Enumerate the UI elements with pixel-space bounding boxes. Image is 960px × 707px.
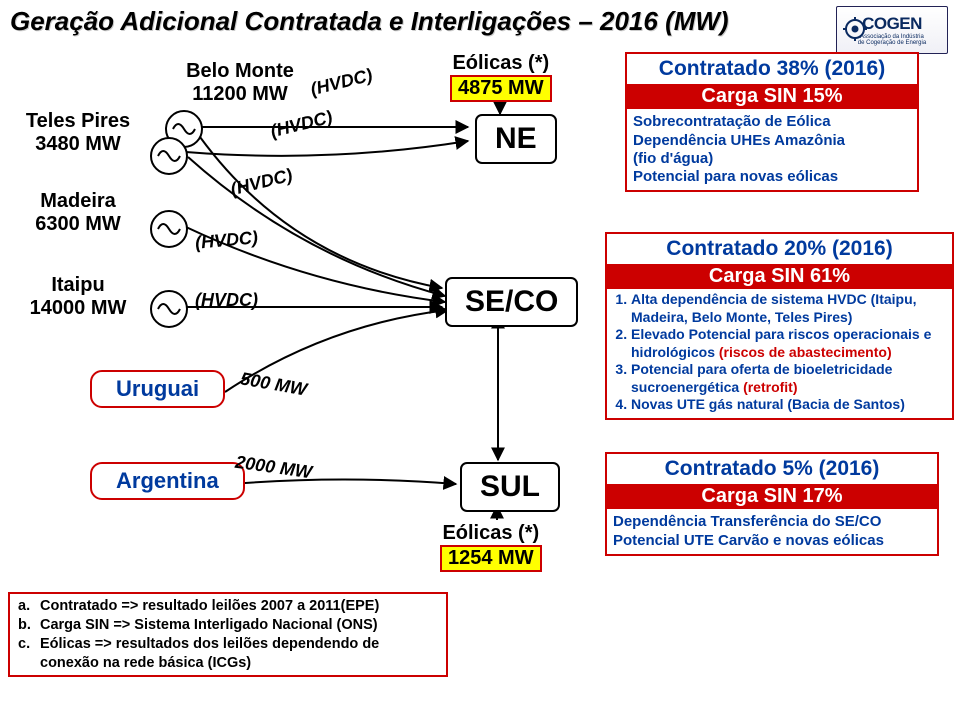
legend-box: a. Contratado => resultado leilões 2007 a…: [8, 592, 448, 677]
legend-row: c. Eólicas => resultados dos leilões depe…: [18, 635, 438, 654]
info-text: Novas UTE gás natural (Bacia de Santos): [631, 396, 905, 412]
legend-key: b.: [18, 616, 32, 635]
info-bar: Carga SIN 15%: [627, 84, 917, 109]
info-line: (fio d'água): [633, 150, 911, 168]
title-band: Geração Adicional Contratada e Interliga…: [10, 6, 950, 46]
legend-text: Carga SIN => Sistema Interligado Naciona…: [40, 616, 378, 635]
legend-row: a. Contratado => resultado leilões 2007 a…: [18, 597, 438, 616]
source-mw: 11200 MW: [180, 83, 300, 106]
generator-icon: [150, 290, 188, 328]
info-item: Potencial para oferta de bioeletricidade…: [631, 361, 948, 396]
info-line: Sobrecontratação de Eólica: [633, 113, 911, 131]
info-box-seco: Contratado 20% (2016) Carga SIN 61% Alta…: [605, 232, 954, 420]
info-header: Contratado 38% (2016): [627, 54, 917, 82]
source-label: Belo Monte: [180, 60, 300, 83]
legend-text: conexão na rede básica (ICGs): [40, 654, 251, 673]
info-body: Dependência Transferência do SE/CO Poten…: [607, 511, 937, 554]
info-item: Alta dependência de sistema HVDC (Itaipu…: [631, 291, 948, 326]
info-text: Alta dependência de sistema HVDC: [631, 291, 871, 307]
source-itaipu: Itaipu14000 MW: [18, 274, 138, 320]
gear-icon: [843, 17, 867, 41]
info-risk: (riscos de abastecimento): [719, 344, 892, 360]
source-mw: 6300 MW: [18, 213, 138, 236]
node-sul: SUL: [460, 462, 560, 512]
generator-icon: [150, 210, 188, 248]
logo-text: COGEN: [862, 14, 922, 34]
info-body: Sobrecontratação de Eólica Dependência U…: [627, 111, 917, 190]
eolicas-label: Eólicas (*): [450, 52, 552, 74]
external-argentina: Argentina: [90, 462, 245, 500]
external-uruguai: Uruguai: [90, 370, 225, 408]
eolicas-mw: 4875 MW: [450, 75, 552, 102]
legend-key: [18, 654, 32, 673]
info-risk: (retrofit): [743, 379, 797, 395]
eolicas-label: Eólicas (*): [440, 522, 542, 544]
page-title: Geração Adicional Contratada e Interliga…: [10, 6, 729, 36]
source-label: Madeira: [18, 190, 138, 213]
info-line: Potencial UTE Carvão e novas eólicas: [613, 532, 931, 550]
legend-key: a.: [18, 597, 32, 616]
source-label: Teles Pires: [18, 110, 138, 133]
legend-row: conexão na rede básica (ICGs): [18, 654, 438, 673]
info-bar: Carga SIN 61%: [607, 264, 952, 289]
info-item: Novas UTE gás natural (Bacia de Santos): [631, 396, 948, 414]
eolicas-ne: Eólicas (*) 4875 MW: [450, 52, 552, 102]
legend-text: Eólicas => resultados dos leilões depend…: [40, 635, 379, 654]
logo-sub2: de Cogeração de Energia: [858, 40, 926, 46]
eolicas-sul: Eólicas (*) 1254 MW: [440, 522, 542, 572]
hvdc-label: (HVDC): [195, 290, 258, 311]
info-bar: Carga SIN 17%: [607, 484, 937, 509]
generator-icon: [150, 137, 188, 175]
source-teles-pires: Teles Pires3480 MW: [18, 110, 138, 156]
info-line: Dependência Transferência do SE/CO: [613, 513, 931, 531]
logo-cogen: COGEN Associação da Indústria de Cogeraç…: [836, 6, 948, 54]
info-header: Contratado 20% (2016): [607, 234, 952, 262]
info-item: Elevado Potencial para riscos operaciona…: [631, 326, 948, 361]
source-label: Itaipu: [18, 274, 138, 297]
node-seco: SE/CO: [445, 277, 578, 327]
eolicas-mw: 1254 MW: [440, 545, 542, 572]
info-line: Potencial para novas eólicas: [633, 168, 911, 186]
legend-key: c.: [18, 635, 32, 654]
diagram-stage: Belo Monte11200 MW Teles Pires3480 MW Ma…: [0, 52, 960, 707]
source-mw: 3480 MW: [18, 133, 138, 156]
info-header: Contratado 5% (2016): [607, 454, 937, 482]
info-line: Dependência UHEs Amazônia: [633, 132, 911, 150]
legend-text: Contratado => resultado leilões 2007 a 2…: [40, 597, 379, 616]
source-belo-monte: Belo Monte11200 MW: [180, 60, 300, 106]
source-mw: 14000 MW: [18, 297, 138, 320]
source-madeira: Madeira6300 MW: [18, 190, 138, 236]
info-list: Alta dependência de sistema HVDC (Itaipu…: [607, 291, 952, 418]
info-box-ne: Contratado 38% (2016) Carga SIN 15% Sobr…: [625, 52, 919, 192]
info-box-sul: Contratado 5% (2016) Carga SIN 17% Depen…: [605, 452, 939, 556]
legend-row: b. Carga SIN => Sistema Interligado Nacio…: [18, 616, 438, 635]
node-ne: NE: [475, 114, 557, 164]
